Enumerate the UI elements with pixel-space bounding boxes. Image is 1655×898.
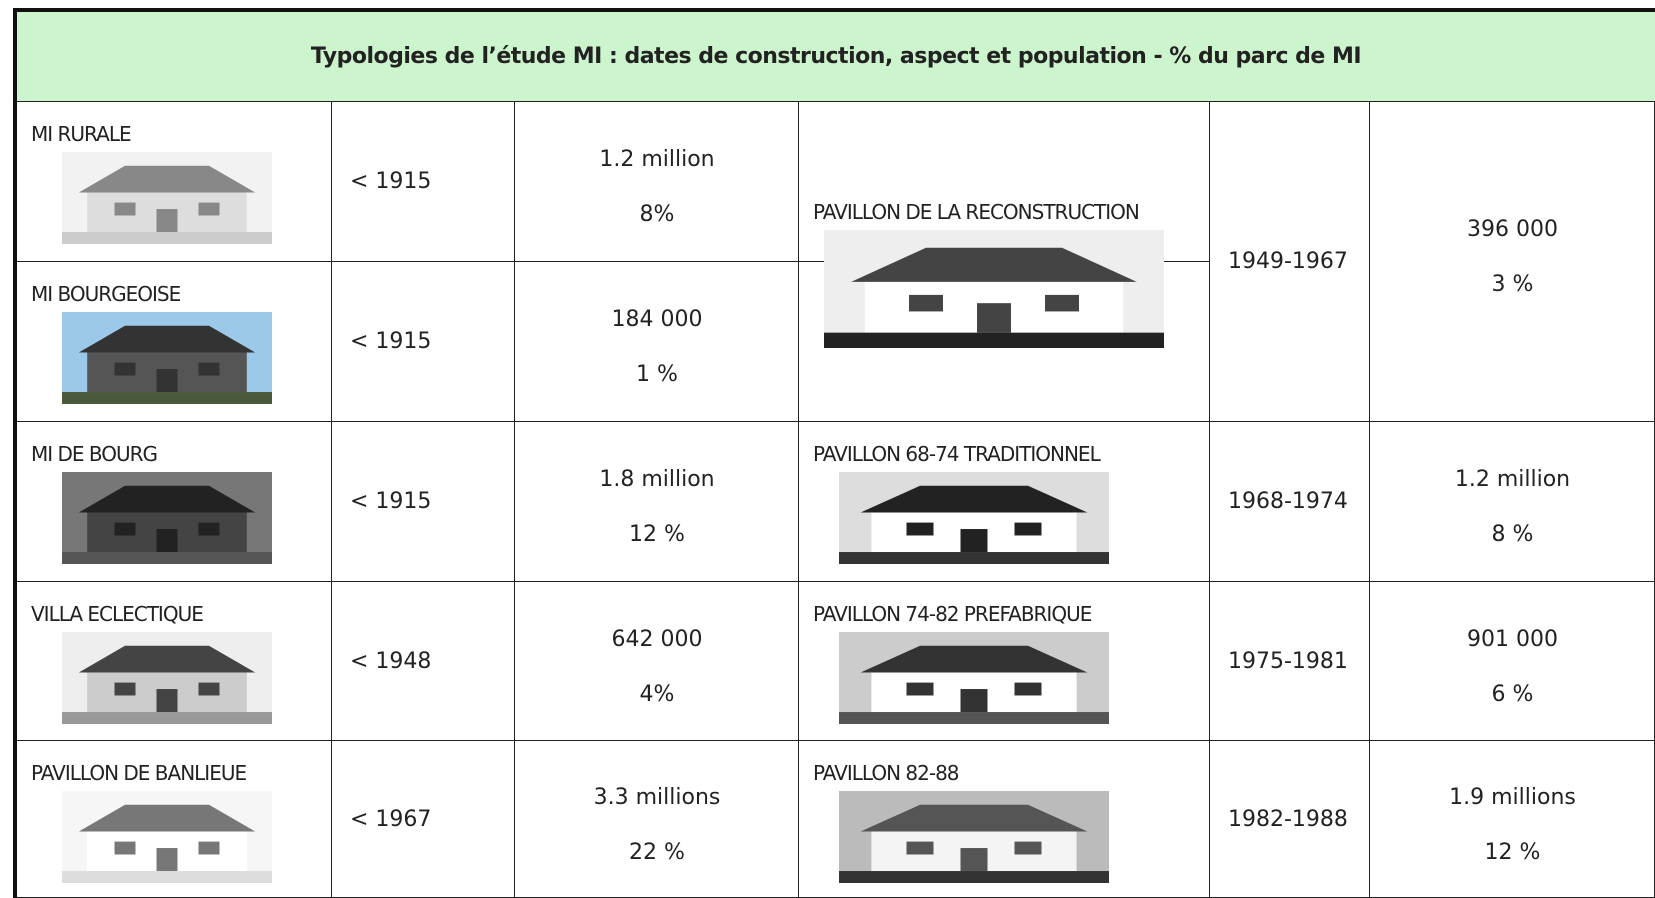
construction-date: < 1948 — [350, 648, 432, 674]
table-border — [13, 102, 17, 898]
construction-date: 1968-1974 — [1228, 489, 1348, 514]
house-photo — [62, 312, 272, 404]
house-image — [62, 472, 272, 564]
type-name: MI RURALE — [31, 122, 132, 146]
dwelling-count: 1.9 millions — [1449, 784, 1576, 810]
house-photo — [62, 791, 272, 883]
house-image — [62, 791, 272, 883]
house-image — [839, 791, 1109, 883]
house-photo — [839, 472, 1109, 564]
table-cell — [799, 582, 1210, 741]
type-name: PAVILLON 82-88 — [813, 761, 960, 785]
table-cell — [1370, 741, 1655, 898]
type-name: PAVILLON DE LA RECONSTRUCTION — [813, 200, 1140, 224]
house-image — [839, 472, 1109, 564]
house-image — [824, 230, 1164, 348]
house-photo — [839, 632, 1109, 724]
house-image — [839, 632, 1109, 724]
table-cell — [1210, 582, 1370, 741]
type-name: MI DE BOURG — [31, 442, 158, 466]
dwelling-count: 184 000 — [611, 306, 703, 332]
construction-date: 1982-1988 — [1228, 806, 1348, 832]
table-cell — [515, 262, 799, 422]
stock-share: 12 % — [1484, 839, 1541, 865]
dwelling-count: 396 000 — [1467, 217, 1558, 242]
stock-share: 22 % — [629, 839, 685, 865]
table-cell — [1210, 422, 1370, 582]
stock-share: 1 % — [636, 361, 678, 387]
stock-share: 8% — [639, 201, 675, 227]
house-photo — [62, 472, 272, 564]
type-name: VILLA ECLECTIQUE — [31, 602, 204, 626]
dwelling-count: 901 000 — [1467, 626, 1558, 652]
house-image — [62, 632, 272, 724]
table-cell — [17, 262, 332, 422]
table-cell — [515, 582, 799, 741]
construction-date: < 1915 — [350, 169, 432, 194]
house-image — [62, 312, 272, 404]
construction-date: < 1967 — [350, 806, 432, 832]
construction-date: 1949-1967 — [1228, 249, 1348, 274]
dwelling-count: 642 000 — [611, 626, 703, 652]
stock-share: 3 % — [1491, 272, 1534, 297]
construction-date: < 1915 — [350, 489, 432, 514]
table-cell — [332, 102, 515, 262]
table-cell — [515, 422, 799, 582]
construction-date: 1975-1981 — [1228, 648, 1348, 674]
house-photo — [62, 152, 272, 244]
house-photo — [62, 632, 272, 724]
stock-share: 4% — [639, 681, 675, 707]
table-cell — [1210, 102, 1370, 422]
table-cell — [799, 422, 1210, 582]
house-photo — [839, 791, 1109, 883]
table-cell — [1370, 102, 1655, 422]
table-cell — [17, 422, 332, 582]
type-name: PAVILLON DE BANLIEUE — [31, 761, 247, 785]
table-cell — [332, 422, 515, 582]
type-name: PAVILLON 74-82 PREFABRIQUE — [813, 602, 1092, 626]
house-image — [62, 152, 272, 244]
construction-date: < 1915 — [350, 329, 432, 354]
table-cell — [332, 582, 515, 741]
table-cell — [1370, 582, 1655, 741]
stock-share: 6 % — [1491, 681, 1534, 707]
table-cell — [799, 102, 1210, 422]
stock-share: 12 % — [629, 521, 685, 547]
dwelling-count: 1.8 million — [599, 466, 715, 492]
table-cell — [1370, 422, 1655, 582]
table-cell — [17, 102, 332, 262]
stock-share: 8 % — [1491, 521, 1534, 547]
table-title: Typologies de l’étude MI : dates de cons… — [13, 8, 1655, 102]
table-cell — [515, 102, 799, 262]
type-name: MI BOURGEOISE — [31, 282, 181, 306]
table-cell — [515, 741, 799, 898]
dwelling-count: 1.2 million — [599, 146, 715, 172]
dwelling-count: 3.3 millions — [593, 784, 721, 810]
table-cell — [17, 582, 332, 741]
house-photo — [824, 230, 1164, 348]
type-name: PAVILLON 68-74 TRADITIONNEL — [813, 442, 1101, 466]
dwelling-count: 1.2 million — [1454, 466, 1571, 492]
table-cell — [332, 262, 515, 422]
